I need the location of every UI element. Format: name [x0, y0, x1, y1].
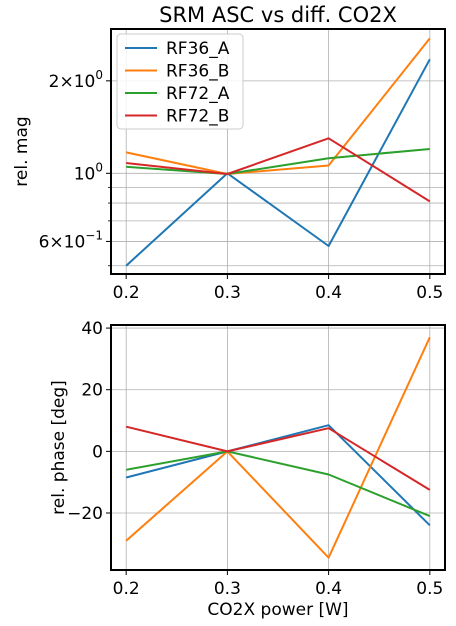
magnitude-series-lines: [125, 37, 431, 267]
legend-label-rf72-b: RF72_B: [166, 107, 229, 127]
series-line-rf72-b: [125, 425, 431, 491]
phase-chart: 0.2 0.3 0.4 0.5 −20 0 20 40 rel. phase [deg] CO…: [49, 319, 446, 620]
x-tick-label: 0.2: [113, 579, 140, 599]
series-line-rf72-b: [126, 137, 431, 203]
legend-label-rf72-a: RF72_A: [166, 84, 230, 104]
x-tick-label: 0.3: [214, 283, 241, 303]
phase-plot-frame: [110, 324, 446, 571]
x-tick-label: 0.4: [315, 283, 342, 303]
y-tick-label: 40: [81, 319, 103, 339]
x-tick-label: 0.5: [416, 283, 443, 303]
y-tick-label: 20: [81, 381, 103, 401]
series-line-rf72-a: [126, 148, 430, 175]
legend-box: [116, 33, 244, 130]
magnitude-axis-ticks: 0.2 0.3 0.4 0.5 6×10−1 100 2×100: [39, 68, 444, 303]
phase-y-axis-label: rel. phase [deg]: [49, 380, 69, 515]
magnitude-chart: 0.2 0.3 0.4 0.5 6×10−1 100 2×100 SRM ASC vs di…: [12, 3, 446, 303]
series-line-rf72-a: [126, 450, 431, 518]
x-tick-label: 0.3: [214, 579, 241, 599]
series-line-rf36-a: [125, 424, 431, 527]
y-tick-label: 0: [92, 442, 103, 462]
legend-label-rf36-a: RF36_A: [166, 39, 230, 59]
y-tick-label: −20: [67, 504, 103, 524]
magnitude-plot-frame: [110, 28, 446, 275]
y-tick-exponent: −1: [85, 228, 103, 242]
series-line-rf36-b: [125, 336, 431, 559]
y-tick-exponent: 0: [95, 160, 103, 174]
magnitude-y-axis-label: rel. mag: [12, 116, 32, 186]
y-tick-label: 6×10−1: [39, 228, 103, 252]
x-axis-label: CO2X power [W]: [207, 600, 348, 620]
x-tick-label: 0.5: [416, 579, 443, 599]
phase-axis-ticks: 0.2 0.3 0.4 0.5 −20 0 20 40: [67, 319, 443, 599]
legend-label-rf36-b: RF36_B: [166, 62, 229, 82]
series-line-rf36-b: [125, 37, 431, 175]
chart-title: SRM ASC vs diff. CO2X: [159, 3, 397, 27]
y-tick-label: 2×100: [49, 68, 103, 92]
y-tick-label: 100: [74, 160, 103, 184]
x-tick-label: 0.4: [315, 579, 342, 599]
phase-series-lines: [125, 336, 431, 559]
x-tick-label: 0.2: [113, 283, 140, 303]
phase-grid: [111, 325, 445, 570]
y-tick-exponent: 0: [95, 68, 103, 82]
